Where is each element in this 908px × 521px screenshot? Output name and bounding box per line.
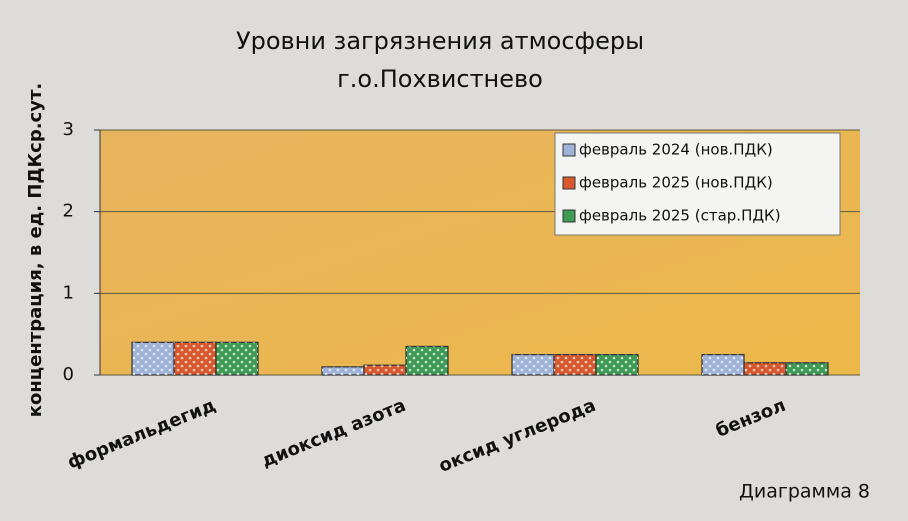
legend-swatch	[562, 209, 576, 223]
legend-label: февраль 2025 (нов.ПДК)	[579, 174, 773, 192]
bar-pattern	[786, 362, 828, 375]
legend-label: февраль 2025 (стар.ПДК)	[579, 207, 781, 225]
legend-box	[554, 132, 841, 236]
y-tick-label: 0	[63, 364, 74, 385]
bar-pattern	[322, 366, 364, 375]
bar-pattern	[554, 354, 596, 375]
legend-label: февраль 2024 (нов.ПДК)	[579, 141, 773, 159]
bar-pattern	[174, 342, 216, 375]
y-axis-label: концентрация, в ед. ПДКср.сут.	[25, 83, 46, 417]
annotation: Диаграмма 8	[739, 481, 870, 503]
bar-pattern	[596, 354, 638, 375]
y-tick-label: 1	[63, 282, 74, 303]
bar-pattern	[216, 342, 258, 375]
bar-pattern	[702, 354, 744, 375]
bar-pattern	[406, 346, 448, 375]
bar-pattern	[364, 365, 406, 375]
legend-swatch	[562, 176, 576, 190]
legend-swatch	[562, 143, 576, 157]
bar-pattern	[512, 354, 554, 375]
chart-title: Уровни загрязнения атмосферы	[236, 27, 644, 55]
y-tick-label: 3	[63, 119, 74, 140]
chart-subtitle: г.о.Похвистнево	[337, 65, 543, 93]
y-tick-label: 2	[63, 201, 74, 222]
bar-pattern	[132, 342, 174, 375]
bar-pattern	[744, 362, 786, 375]
